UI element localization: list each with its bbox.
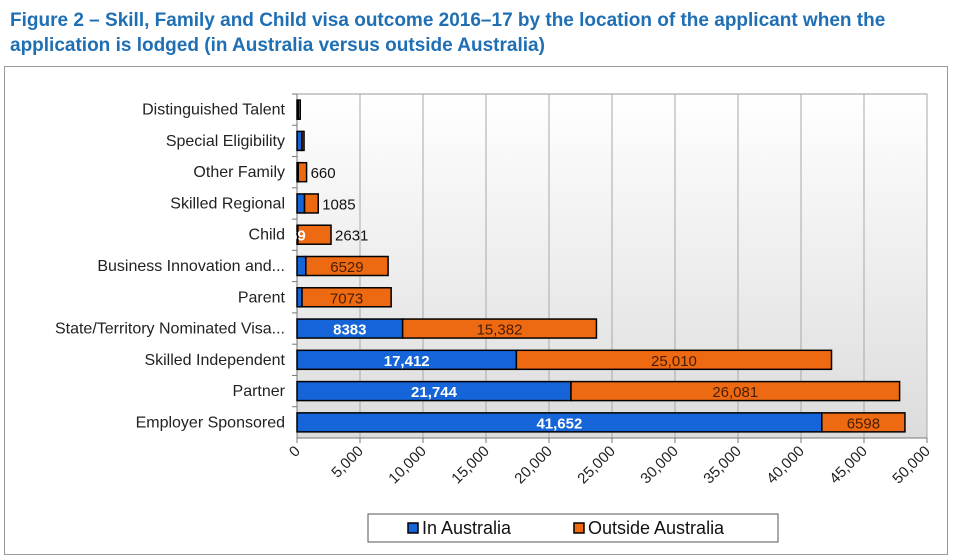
category-label: Distinguished Talent xyxy=(142,102,285,119)
data-label-outside-australia: 1085 xyxy=(322,196,355,213)
bar-outside-australia xyxy=(297,224,332,245)
x-tick-label: 50,000 xyxy=(889,443,933,487)
x-tick-label: 25,000 xyxy=(574,443,618,487)
legend-swatch xyxy=(407,522,419,534)
category-label: Parent xyxy=(238,289,286,306)
category-label: Business Innovation and... xyxy=(97,258,285,275)
bar-outside-australia xyxy=(570,380,901,402)
data-label-in-australia: 41,652 xyxy=(536,415,582,432)
bar-outside-australia xyxy=(821,412,906,433)
legend-swatch xyxy=(573,522,585,534)
x-tick-label: 30,000 xyxy=(637,443,681,487)
category-label: Other Family xyxy=(193,164,285,181)
legend-box xyxy=(367,513,779,543)
bar-outside-australia xyxy=(297,161,308,183)
category-label: Special Eligibility xyxy=(166,133,285,150)
data-label-in-australia: 17,412 xyxy=(384,353,430,370)
x-tick-label: 10,000 xyxy=(385,443,429,487)
bar-outside-australia xyxy=(301,130,305,152)
category-label: Skilled Independent xyxy=(144,352,285,369)
data-label-outside-australia: 6598 xyxy=(847,415,880,432)
x-tick-label: 15,000 xyxy=(448,443,492,487)
bar-outside-australia xyxy=(301,287,392,308)
x-tick-label: 0 xyxy=(286,443,304,461)
data-label-outside-australia: 26,081 xyxy=(712,384,758,401)
data-label-outside-australia: 7073 xyxy=(330,290,363,307)
bar-in-australia xyxy=(296,193,306,214)
x-tick-label: 45,000 xyxy=(826,443,870,487)
bar-outside-australia xyxy=(305,255,389,277)
data-label-in-australia: 8383 xyxy=(333,322,366,339)
data-label-in-australia: 21,744 xyxy=(411,384,458,401)
bar-in-australia xyxy=(296,255,307,277)
x-tick-label: 5,000 xyxy=(328,443,367,482)
bar-outside-australia xyxy=(297,99,302,120)
data-label-outside-australia: 6529 xyxy=(330,259,363,276)
chart-frame xyxy=(4,66,948,555)
bar-in-australia xyxy=(296,287,303,308)
chart-title: Figure 2 – Skill, Family and Child visa … xyxy=(10,10,886,56)
bar-outside-australia xyxy=(401,318,598,339)
bar-outside-australia xyxy=(515,349,833,371)
legend-label: In Australia xyxy=(422,518,512,538)
category-label: Child xyxy=(249,227,285,244)
bar-outside-australia xyxy=(303,193,319,214)
legend-label: Outside Australia xyxy=(588,518,725,538)
data-label-in-australia: 69 xyxy=(289,228,306,245)
bar-in-australia xyxy=(296,130,303,152)
category-label: Skilled Regional xyxy=(170,195,285,212)
data-label-outside-australia: 2631 xyxy=(335,228,368,245)
x-tick-label: 40,000 xyxy=(763,443,807,487)
category-label: State/Territory Nominated Visa... xyxy=(55,321,285,338)
x-tick-label: 20,000 xyxy=(511,443,555,487)
x-tick-label: 35,000 xyxy=(700,443,744,487)
data-label-outside-australia: 660 xyxy=(311,165,336,182)
data-label-outside-australia: 25,010 xyxy=(651,353,697,370)
category-label: Employer Sponsored xyxy=(136,414,285,431)
category-label: Partner xyxy=(233,383,286,400)
data-label-outside-australia: 15,382 xyxy=(477,322,523,339)
